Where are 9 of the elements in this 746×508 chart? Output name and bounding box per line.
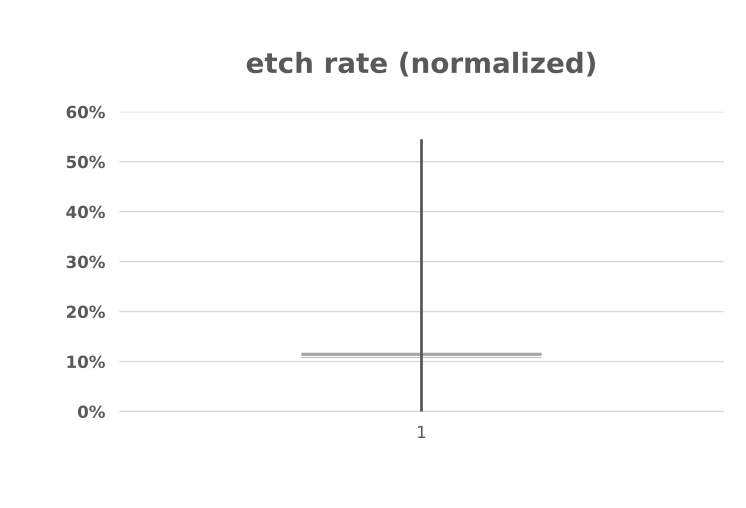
y-tick-label: 60% — [66, 106, 105, 118]
y-tick-label: 0% — [78, 405, 105, 418]
x-tick-label: 1 — [418, 426, 426, 438]
y-tick-label: 30% — [66, 256, 105, 268]
y-tick-label: 50% — [66, 156, 105, 168]
chart-title: etch rate (normalized) — [246, 52, 596, 77]
y-tick-label: 40% — [66, 206, 105, 218]
y-tick-label: 10% — [67, 355, 105, 368]
y-tick-label: 20% — [66, 306, 105, 318]
